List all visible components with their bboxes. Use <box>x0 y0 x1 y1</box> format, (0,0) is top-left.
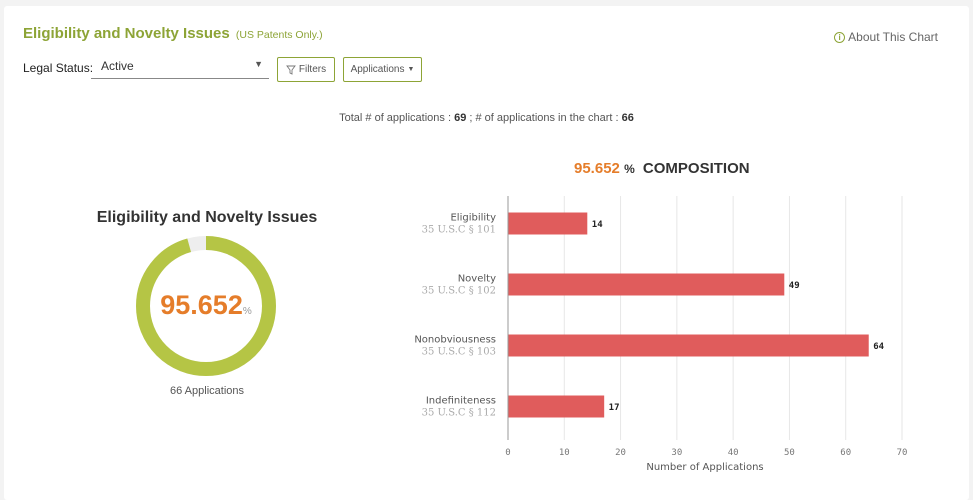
bar <box>508 395 605 418</box>
category-label: Nonobviousness <box>414 335 496 346</box>
bar-value-label: 49 <box>789 281 800 291</box>
bar <box>508 212 588 235</box>
about-chart-label: About This Chart <box>848 30 938 44</box>
about-chart-link[interactable]: i About This Chart <box>834 30 938 44</box>
x-tick-label: 50 <box>784 448 795 458</box>
composition-heading: 95.652 % COMPOSITION <box>574 160 750 177</box>
x-axis-label: Number of Applications <box>646 462 763 473</box>
x-tick-label: 0 <box>505 448 510 458</box>
x-tick-label: 30 <box>671 448 682 458</box>
donut-percent: 95.652 <box>160 290 243 320</box>
donut-value-arc <box>136 236 276 376</box>
category-sublabel: 35 U.S.C § 101 <box>422 225 496 236</box>
category-sublabel: 35 U.S.C § 102 <box>422 286 496 297</box>
category-label: Novelty <box>458 274 496 285</box>
filters-button[interactable]: Filters <box>277 57 335 82</box>
category-label: Eligibility <box>450 213 496 224</box>
category-label: Indefiniteness <box>426 396 496 407</box>
legal-status-value: Active <box>101 59 134 73</box>
totals-middle: ; # of applications in the chart : <box>466 112 622 124</box>
x-tick-label: 20 <box>615 448 626 458</box>
donut-percent-sign: % <box>242 306 252 317</box>
applications-dropdown-button[interactable]: Applications ▼ <box>343 57 422 82</box>
legal-status-select[interactable]: Active ▼ <box>91 54 269 79</box>
chevron-down-icon: ▼ <box>254 59 263 69</box>
x-tick-label: 40 <box>728 448 739 458</box>
x-tick-label: 70 <box>897 448 908 458</box>
chart-subtitle: (US Patents Only.) <box>235 29 323 41</box>
category-sublabel: 35 U.S.C § 112 <box>422 408 496 419</box>
totals-prefix: Total # of applications : <box>339 112 455 124</box>
application-totals: Total # of applications : 69 ; # of appl… <box>4 112 969 124</box>
info-icon: i <box>834 31 846 43</box>
applications-button-label: Applications <box>350 64 405 75</box>
composition-label: COMPOSITION <box>642 160 750 177</box>
legal-status-label: Legal Status: <box>23 61 94 75</box>
bar <box>508 273 785 296</box>
caret-down-icon: ▼ <box>407 66 415 73</box>
filter-icon <box>285 65 296 75</box>
chart-title-text: Eligibility and Novelty Issues <box>23 25 230 42</box>
chart-card: Eligibility and Novelty Issues (US Paten… <box>4 6 969 500</box>
bar-value-label: 64 <box>873 342 884 352</box>
donut-title: Eligibility and Novelty Issues <box>96 209 318 226</box>
x-tick-label: 60 <box>840 448 851 458</box>
bar <box>508 334 869 357</box>
bar-value-label: 17 <box>609 403 620 413</box>
chart-title: Eligibility and Novelty Issues (US Paten… <box>23 25 323 42</box>
x-tick-label: 10 <box>559 448 570 458</box>
donut-chart <box>136 236 276 376</box>
chart-applications-count: 66 <box>621 112 634 124</box>
bar-value-label: 14 <box>592 220 603 230</box>
filters-button-label: Filters <box>298 64 327 75</box>
composition-percent: 95.652 <box>574 160 620 177</box>
donut-caption: 66 Applications <box>170 385 244 397</box>
total-applications-count: 69 <box>454 112 467 124</box>
category-sublabel: 35 U.S.C § 103 <box>422 347 496 358</box>
donut-center-value: 95.652% <box>134 290 278 321</box>
composition-percent-sign: % <box>624 162 635 176</box>
